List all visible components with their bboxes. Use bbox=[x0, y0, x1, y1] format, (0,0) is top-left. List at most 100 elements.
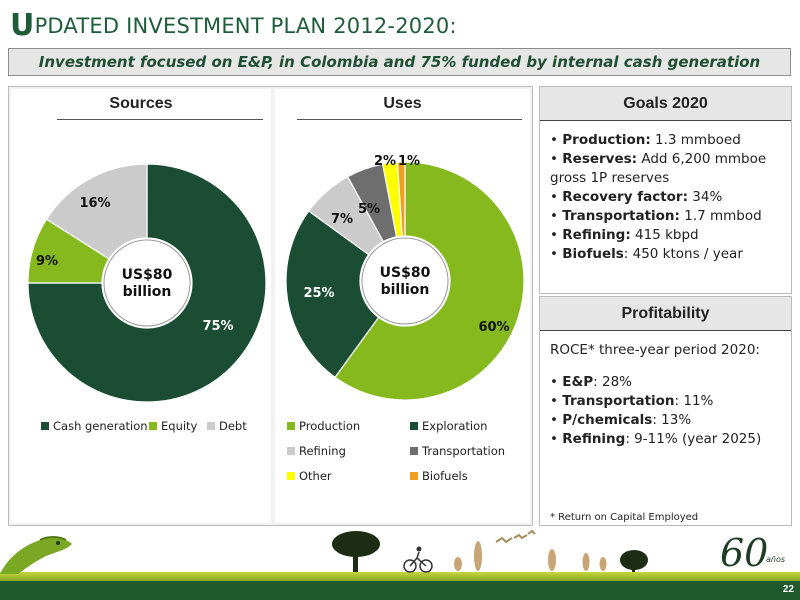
goal-item-value: Add 6,200 mmboe gross 1P reserves bbox=[550, 151, 767, 186]
goal-item-label: Production: bbox=[562, 132, 651, 148]
uses-legend-label: Transportation bbox=[422, 444, 506, 458]
sources-slice-cash-generation bbox=[27, 163, 267, 403]
uses-data-label-production: 60% bbox=[478, 320, 509, 335]
goal-item-label: Transportation: bbox=[562, 208, 680, 224]
goal-item-label: Recovery factor: bbox=[562, 189, 688, 205]
uses-center-label-line: billion bbox=[381, 282, 430, 298]
uses-legend-label: Refining bbox=[299, 444, 346, 458]
roce-item-value: : 13% bbox=[652, 412, 692, 428]
uses-data-label-exploration: 25% bbox=[303, 286, 334, 301]
footnote: * Return on Capital Employed bbox=[550, 512, 699, 523]
figures-icon bbox=[454, 541, 607, 571]
uses-center-disc bbox=[361, 237, 449, 325]
uses-legend-swatch bbox=[287, 472, 295, 480]
goal-item-value: 1.3 mmboed bbox=[650, 132, 741, 148]
footer-dark-band bbox=[0, 581, 800, 600]
uses-data-label-biofuels: 1% bbox=[398, 154, 420, 169]
uses-legend-item-other: Other bbox=[287, 469, 332, 483]
roce-item-value: : 9-11% (year 2025) bbox=[625, 431, 762, 447]
uses-data-label-transportation: 5% bbox=[358, 202, 380, 217]
uses-legend-label: Exploration bbox=[422, 419, 488, 433]
uses-legend-item-transportation: Transportation bbox=[410, 444, 505, 458]
roce-item-label: E&P bbox=[562, 374, 594, 390]
goal-item-refining: • Refining: 415 kbpd bbox=[550, 227, 699, 243]
sources-center-label-line: US$80 bbox=[122, 267, 173, 283]
roce-item-transportation: • Transportation: 11% bbox=[550, 393, 714, 409]
goal-item-label: Refining: bbox=[562, 227, 631, 243]
sources-panel: Sources US$80 billion 75% 9% 16% Cash genera… bbox=[11, 89, 271, 523]
sources-legend-swatch bbox=[207, 422, 215, 430]
goals-heading: Goals 2020 bbox=[540, 87, 791, 121]
uses-legend-item-refining: Refining bbox=[287, 444, 346, 458]
uses-heading-rule bbox=[297, 119, 522, 120]
uses-legend-swatch bbox=[410, 472, 418, 480]
roce-item-p-chemicals: • P/chemicals: 13% bbox=[550, 412, 692, 428]
sources-slice-debt bbox=[45, 163, 148, 260]
goal-item-reserves: • Reserves: Add 6,200 mmboe gross 1P res… bbox=[550, 151, 767, 186]
uses-legend-swatch bbox=[410, 422, 418, 430]
profitability-intro: ROCE* three-year period 2020: bbox=[550, 342, 760, 358]
profitability-list: • E&P: 28% • Transportation: 11% • P/chemi… bbox=[550, 373, 781, 449]
logo-numeral: 60 bbox=[720, 531, 768, 575]
uses-data-label-refining: 7% bbox=[331, 212, 353, 227]
goals-box: Goals 2020 • Production: 1.3 mmboed • Res… bbox=[539, 86, 792, 294]
goal-item-value: 34% bbox=[687, 189, 723, 205]
uses-legend-label: Other bbox=[299, 469, 332, 483]
uses-legend-item-production: Production bbox=[287, 419, 360, 433]
sources-data-label-debt: 16% bbox=[79, 196, 110, 211]
sources-legend-label: Cash generation bbox=[53, 419, 148, 433]
uses-legend-label: Production bbox=[299, 419, 361, 433]
sources-legend-item-cash-generation: Cash generation bbox=[41, 419, 148, 433]
uses-heading: Uses bbox=[383, 95, 422, 112]
uses-slice-production bbox=[334, 161, 525, 401]
goal-item-biofuels: • Biofuels: 450 ktons / year bbox=[550, 246, 743, 262]
sources-legend-label: Equity bbox=[161, 419, 198, 433]
slide-title: UPDATED INVESTMENT PLAN 2012-2020: bbox=[10, 8, 457, 43]
profitability-box: Profitability ROCE* three-year period 20… bbox=[539, 296, 792, 526]
goal-item-value: : 450 ktons / year bbox=[623, 246, 743, 262]
roce-item-e-p: • E&P: 28% bbox=[550, 374, 633, 390]
sources-heading: Sources bbox=[109, 95, 173, 112]
goal-item-production: • Production: 1.3 mmboed bbox=[550, 132, 741, 148]
uses-panel: Uses US$80 billion 60% 25% 7% 5% 2% 1% Producti… bbox=[275, 89, 530, 523]
sources-legend-item-debt: Debt bbox=[207, 419, 247, 433]
sources-legend: Cash generation Equity Debt bbox=[11, 89, 271, 523]
uses-slice-exploration bbox=[285, 210, 380, 379]
charts-frame: Sources US$80 billion 75% 9% 16% Cash genera… bbox=[8, 86, 533, 526]
sources-legend-swatch bbox=[149, 422, 157, 430]
sources-legend-item-equity: Equity bbox=[149, 419, 197, 433]
uses-legend-swatch bbox=[287, 447, 295, 455]
roce-item-value: : 11% bbox=[674, 393, 714, 409]
title-first-letter: U bbox=[10, 8, 35, 43]
uses-center-label-line: US$80 bbox=[380, 265, 431, 281]
roce-item-label: Transportation bbox=[562, 393, 675, 409]
goal-item-recovery-factor: • Recovery factor: 34% bbox=[550, 189, 723, 205]
sources-legend-swatch bbox=[41, 422, 49, 430]
uses-legend-item-biofuels: Biofuels bbox=[410, 469, 468, 483]
birds-icon bbox=[495, 529, 536, 544]
sources-center-disc bbox=[103, 239, 191, 327]
anniversary-logo: 60 años bbox=[720, 531, 785, 575]
profitability-heading: Profitability bbox=[540, 297, 791, 331]
page-number: 22 bbox=[782, 584, 794, 595]
logo-suffix: años bbox=[766, 555, 785, 564]
uses-legend-item-exploration: Exploration bbox=[410, 419, 487, 433]
goals-list: • Production: 1.3 mmboed • Reserves: Add … bbox=[540, 121, 791, 264]
goal-item-transportation: • Transportation: 1.7 mmbod bbox=[550, 208, 762, 224]
uses-legend-label: Biofuels bbox=[422, 469, 468, 483]
tree-icon bbox=[332, 531, 380, 572]
goal-item-label: Reserves: bbox=[562, 151, 638, 167]
uses-legend-swatch bbox=[410, 447, 418, 455]
iguana-icon bbox=[0, 536, 72, 574]
bush-icon bbox=[620, 550, 648, 572]
profitability-body: ROCE* three-year period 2020: • E&P: 28%… bbox=[540, 331, 791, 449]
uses-legend-swatch bbox=[287, 422, 295, 430]
sources-center-label-line: billion bbox=[123, 284, 172, 300]
cyclist-icon bbox=[403, 546, 433, 573]
footer-banner: 60 años bbox=[0, 529, 800, 600]
goal-item-value: 1.7 mmbod bbox=[679, 208, 762, 224]
subtitle-bar: Investment focused on E&P, in Colombia a… bbox=[8, 48, 791, 76]
roce-item-label: P/chemicals bbox=[562, 412, 653, 428]
